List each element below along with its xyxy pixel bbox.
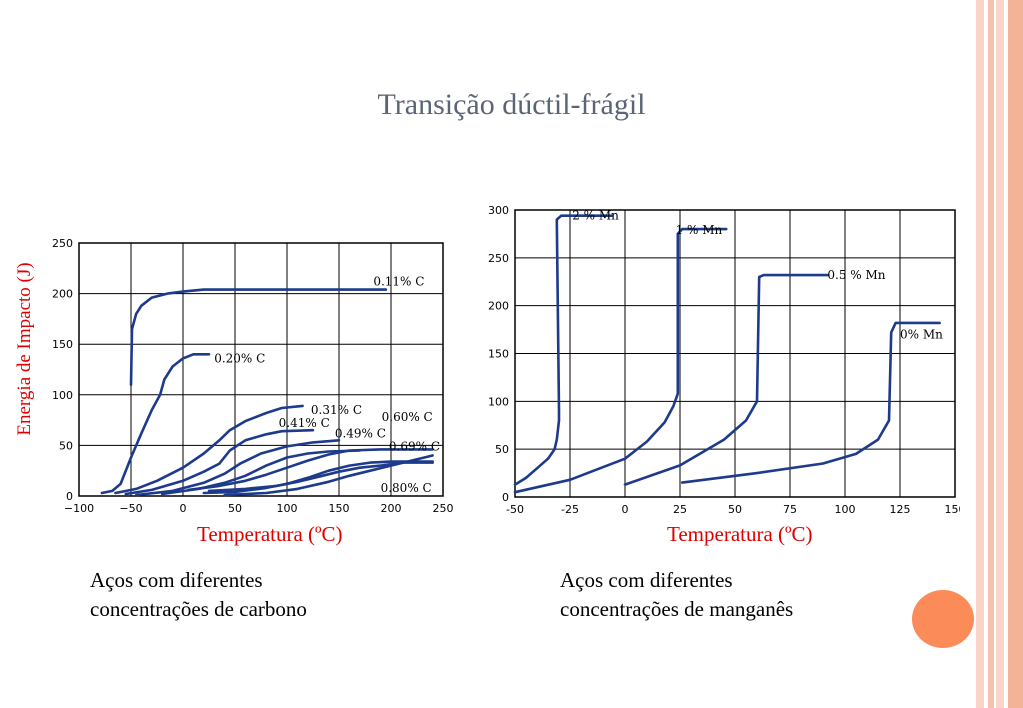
decor-stripe-2 (988, 0, 994, 708)
carbon-series-line-6 (186, 448, 434, 492)
caption-manganese-line1: Aços com diferentes (560, 568, 733, 592)
decor-stripe-4 (1008, 0, 1023, 708)
y-axis-label-carbon: Energia de Impacto (J) (14, 262, 35, 436)
carbon-series-label: 0.80% C (381, 481, 432, 495)
x-axis-label-manganese: Temperatura (ºC) (667, 522, 813, 546)
manganese-series-label: 0% Mn (900, 327, 943, 341)
carbon-x-tick-label: 150 (329, 502, 350, 515)
caption-manganese-line2: concentrações de manganês (560, 597, 794, 621)
caption-carbon: Aços com diferentes concentrações de car… (90, 566, 307, 624)
manganese-series-line-3 (680, 321, 941, 484)
manganese-plot-frame (514, 209, 956, 498)
carbon-y-tick-label: 250 (52, 237, 73, 250)
manganese-y-tick-label: 250 (488, 252, 509, 265)
manganese-y-tick-label: 300 (488, 204, 509, 217)
carbon-series-line-3 (124, 428, 315, 496)
manganese-series-line-2 (623, 273, 829, 486)
carbon-plot-frame (78, 242, 444, 497)
decor-stripe-1 (976, 0, 984, 708)
caption-carbon-line1: Aços com diferentes (90, 568, 263, 592)
manganese-x-tick-label: -50 (506, 503, 524, 516)
manganese-x-tick-label: 50 (728, 503, 742, 516)
carbon-x-tick-label: 0 (180, 502, 187, 515)
carbon-series-line-0 (129, 288, 388, 386)
carbon-series-label: 0.20% C (214, 351, 265, 365)
carbon-series-line-7 (202, 460, 434, 495)
manganese-y-tick-label: 0 (502, 491, 509, 504)
carbon-y-tick-label: 150 (52, 338, 73, 351)
manganese-series-label: 1 % Mn (676, 223, 723, 237)
decor-stripe-3 (996, 0, 1004, 708)
chart-manganese: -50 -25 0 25 50 75 100 125 150 0 50 100 150 200 250 300… (488, 204, 961, 516)
manganese-x-tick-label: 75 (783, 503, 797, 516)
slide-title: Transição dúctil-frágil (377, 88, 646, 121)
carbon-y-tick-label: 200 (52, 288, 73, 301)
manganese-x-tick-label: 25 (673, 503, 687, 516)
manganese-y-tick-label: 50 (495, 443, 509, 456)
manganese-y-tick-label: 200 (488, 300, 509, 313)
manganese-x-tick-label: 100 (835, 503, 856, 516)
carbon-x-tick-label: 100 (277, 502, 298, 515)
chart-carbon: −100 −50 0 50 100 150 200 250 0 50 100 150 200 250 0.1… (52, 237, 454, 515)
carbon-y-tick-label: 0 (66, 490, 73, 503)
manganese-x-tick-label: -25 (561, 503, 579, 516)
carbon-series-label: 0.49% C (335, 426, 386, 440)
carbon-x-tick-label: −100 (64, 502, 94, 515)
manganese-series-line-0 (513, 214, 614, 486)
carbon-series-line-8 (207, 461, 434, 493)
carbon-x-tick-label: 200 (381, 502, 402, 515)
manganese-series-label: 0.5 % Mn (827, 268, 885, 282)
manganese-x-tick-label: 150 (945, 503, 961, 516)
carbon-series-label: 0.69% C (389, 439, 440, 453)
carbon-x-tick-label: 250 (433, 502, 454, 515)
manganese-y-tick-label: 100 (488, 395, 509, 408)
manganese-y-tick-label: 150 (488, 348, 509, 361)
carbon-x-tick-label: 50 (228, 502, 242, 515)
caption-manganese: Aços com diferentes concentrações de man… (560, 566, 793, 624)
carbon-series-label: 0.31% C (311, 403, 362, 417)
carbon-series-label: 0.11% C (373, 274, 424, 288)
carbon-y-tick-label: 50 (59, 439, 73, 452)
carbon-series-line-9 (223, 454, 434, 497)
decor-circle (912, 590, 974, 648)
carbon-y-tick-label: 100 (52, 389, 73, 402)
carbon-series-line-4 (134, 439, 341, 497)
carbon-x-tick-label: −50 (119, 502, 142, 515)
carbon-series-line-2 (114, 404, 304, 495)
carbon-series-label: 0.60% C (382, 410, 433, 424)
x-axis-label-carbon: Temperatura (ºC) (197, 522, 343, 546)
manganese-series-label: 2 % Mn (572, 209, 619, 223)
carbon-series-line-1 (100, 353, 211, 495)
caption-carbon-line2: concentrações de carbono (90, 597, 307, 621)
manganese-series-line-1 (513, 227, 728, 494)
carbon-series-label: 0.41% C (279, 416, 330, 430)
manganese-x-tick-label: 125 (890, 503, 911, 516)
manganese-x-tick-label: 0 (622, 503, 629, 516)
